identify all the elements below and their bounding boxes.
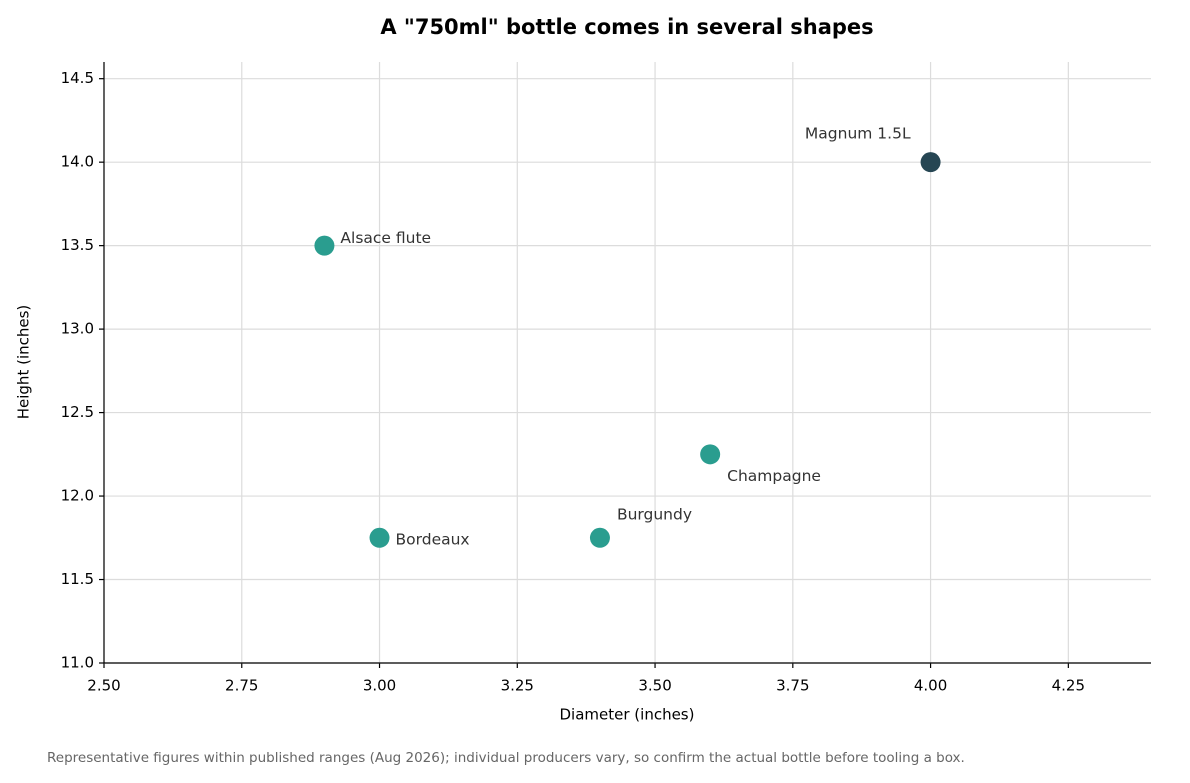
point	[589, 527, 610, 548]
point	[314, 235, 335, 256]
x-tick-label: 2.75	[225, 677, 258, 695]
point-label: Magnum 1.5L	[805, 125, 911, 143]
x-tick-label: 3.25	[501, 677, 534, 695]
y-tick-label: 14.5	[61, 69, 94, 87]
point-label: Champagne	[727, 467, 821, 485]
chart-title: A "750ml" bottle comes in several shapes	[380, 15, 873, 39]
y-tick-label: 11.5	[61, 570, 94, 588]
y-tick-label: 13.5	[61, 236, 94, 254]
point	[920, 152, 941, 173]
point-label: Alsace flute	[340, 229, 431, 247]
x-tick-label: 2.50	[87, 677, 120, 695]
y-tick-label: 13.0	[61, 320, 94, 338]
x-tick-label: 3.75	[776, 677, 809, 695]
footnote: Representative figures within published …	[47, 750, 965, 766]
y-tick-label: 12.5	[61, 403, 94, 421]
point-label: Bordeaux	[396, 530, 470, 548]
y-axis-label: Height (inches)	[15, 305, 33, 420]
y-tick-label: 11.0	[61, 654, 94, 672]
point-label: Burgundy	[617, 505, 692, 523]
x-tick-label: 4.00	[914, 677, 947, 695]
y-tick-label: 14.0	[61, 153, 94, 171]
point	[369, 527, 390, 548]
x-tick-label: 3.00	[363, 677, 396, 695]
y-tick-label: 12.0	[61, 487, 94, 505]
x-tick-label: 4.25	[1052, 677, 1085, 695]
x-tick-label: 3.50	[638, 677, 671, 695]
x-axis-label: Diameter (inches)	[560, 706, 695, 724]
point	[700, 444, 721, 465]
